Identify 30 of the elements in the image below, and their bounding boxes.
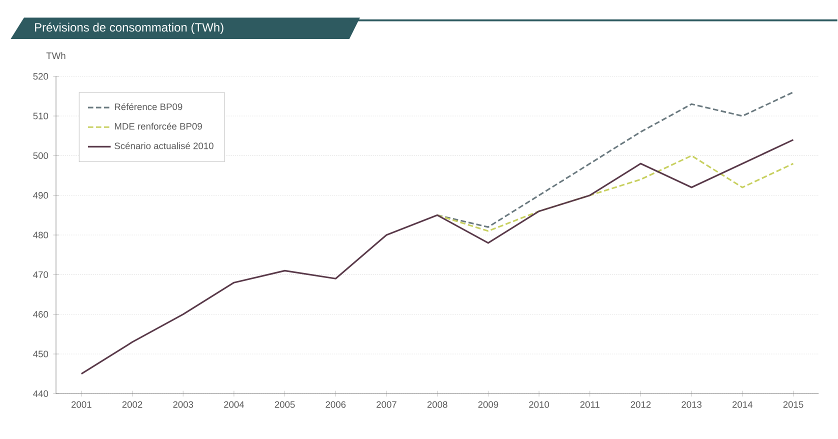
x-tick-label: 2003 [173, 401, 194, 408]
x-tick-label: 2001 [72, 401, 92, 408]
x-tick-label: 2007 [376, 401, 396, 408]
chart-title: Prévisions de consommation (TWh) [35, 22, 224, 34]
y-tick-label: 510 [33, 112, 48, 120]
y-tick-label: 460 [33, 311, 48, 318]
y-tick-label: 520 [33, 73, 48, 80]
y-tick-label: 490 [33, 192, 48, 199]
y-tick-label: 440 [33, 390, 48, 397]
x-tick-label: 2005 [274, 401, 295, 408]
x-tick-label: 2009 [478, 401, 498, 408]
x-tick-label: 2002 [122, 401, 142, 408]
x-tick-label: 2006 [326, 401, 346, 408]
y-tick-label: 480 [33, 232, 48, 238]
line-series [80, 139, 794, 375]
x-tick-label: 2004 [224, 401, 244, 408]
legend-label: Scénario actualisé 2010 [114, 142, 214, 150]
x-tick-label: 2013 [682, 401, 702, 408]
x-tick-label: 2014 [732, 401, 753, 408]
x-tick-label: 2010 [529, 401, 550, 408]
y-tick-label: 500 [33, 152, 48, 159]
y-tick-label: 470 [33, 271, 48, 278]
legend-label: MDE renforcée BP09 [114, 122, 202, 130]
x-tick-label: 2012 [630, 401, 651, 408]
legend-label: Référence BP09 [114, 103, 182, 110]
x-tick-label: 2011 [580, 401, 600, 408]
x-tick-label: 2015 [783, 401, 804, 408]
x-tick-label: 2008 [427, 401, 448, 408]
y-axis-title: TWh [46, 52, 66, 59]
y-tick-label: 450 [33, 350, 48, 358]
